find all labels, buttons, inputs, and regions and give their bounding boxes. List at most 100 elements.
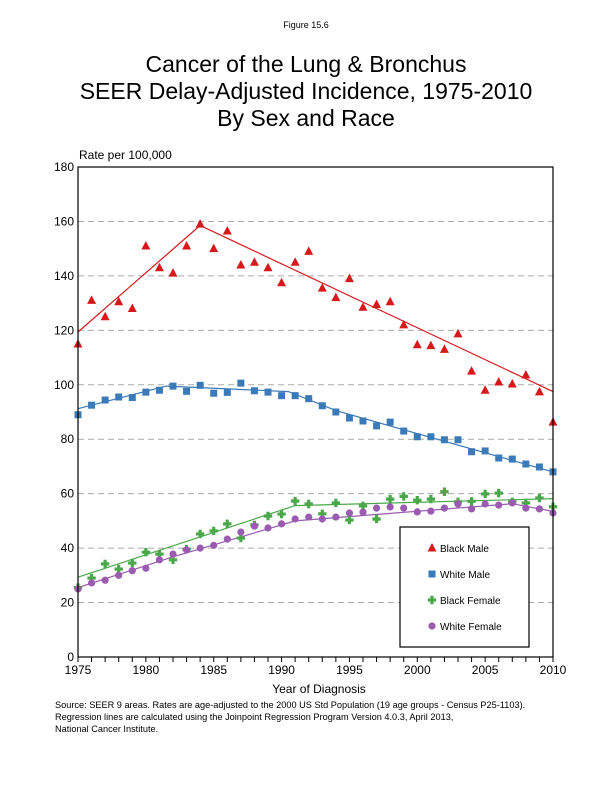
data-point-white-male <box>142 388 150 396</box>
data-point-white-male <box>454 436 462 444</box>
legend-label-white-female: White Female <box>440 622 502 633</box>
data-point-black-male <box>331 292 341 302</box>
data-point-black-female <box>263 511 273 521</box>
data-point-black-female <box>494 488 503 498</box>
x-axis: 1975 1980 1985 1990 1995 2000 2005 2010 <box>65 657 567 677</box>
data-point-black-female <box>87 573 96 583</box>
source-line-2: Regression lines are calculated using th… <box>55 712 454 722</box>
data-point-black-male <box>182 240 192 250</box>
data-point-black-male <box>494 377 504 386</box>
x-axis-label: Year of Diagnosis <box>272 682 366 696</box>
data-point-black-male <box>154 262 164 272</box>
data-point-white-male <box>427 433 435 441</box>
data-point-black-male <box>114 296 124 306</box>
data-point-white-male <box>155 386 163 394</box>
data-point-black-female <box>155 549 164 559</box>
data-point-black-male <box>453 328 463 338</box>
data-point-white-female <box>481 500 489 508</box>
data-point-white-female <box>155 556 164 564</box>
data-point-black-female <box>128 558 137 568</box>
data-point-black-female <box>223 519 232 529</box>
data-point-white-male <box>264 388 272 396</box>
chart-title-line-3: By Sex and Race <box>217 105 395 131</box>
data-point-white-male <box>413 433 421 441</box>
data-point-white-female <box>277 520 286 528</box>
data-point-white-male <box>468 448 476 456</box>
data-point-white-male <box>481 447 489 455</box>
data-point-white-male <box>237 379 245 387</box>
legend: Black Male White Male Black Female White Fe… <box>399 526 530 648</box>
data-point-white-male <box>223 388 231 396</box>
data-point-white-female <box>454 500 462 508</box>
data-point-black-male <box>467 366 477 375</box>
data-point-black-female <box>413 496 422 505</box>
data-point-black-male <box>399 319 409 329</box>
data-point-white-male <box>440 436 448 444</box>
data-point-black-male <box>372 299 382 308</box>
data-point-white-female <box>182 546 191 554</box>
data-point-black-female <box>168 555 178 565</box>
data-point-black-male <box>426 340 436 350</box>
data-point-white-female <box>440 504 449 512</box>
data-point-black-female <box>331 498 341 508</box>
data-point-black-female <box>372 514 381 524</box>
data-point-black-male <box>412 339 422 349</box>
data-point-white-female <box>237 528 245 536</box>
data-point-white-female <box>305 513 313 521</box>
y-tick-label: 160 <box>54 214 74 228</box>
legend-label-black-male: Black Male <box>440 544 489 555</box>
data-point-white-male <box>535 463 543 471</box>
plot-frame <box>77 166 554 658</box>
data-point-black-male <box>141 240 151 250</box>
y-tick-label: 40 <box>61 541 75 555</box>
data-point-white-female <box>210 541 218 549</box>
data-point-white-male <box>373 422 381 430</box>
data-point-white-male <box>522 460 530 468</box>
data-point-black-male <box>263 262 273 272</box>
chart-title-line-1: Cancer of the Lung & Bronchus <box>145 51 467 77</box>
data-point-white-male <box>359 417 367 425</box>
y-tick-label: 80 <box>61 432 75 446</box>
data-point-white-female <box>522 504 530 512</box>
data-point-black-male <box>249 257 259 266</box>
data-point-white-female <box>223 535 231 543</box>
data-point-white-female <box>250 522 259 530</box>
data-point-black-female <box>358 501 368 511</box>
data-point-white-female <box>386 503 394 511</box>
data-point-white-female <box>508 499 516 507</box>
legend-marker-white-female <box>428 622 436 630</box>
y-tick-label: 0 <box>67 650 74 664</box>
data-point-black-male <box>304 246 314 255</box>
data-point-white-female <box>427 507 435 515</box>
x-tick-label: 1990 <box>268 663 295 677</box>
data-point-black-male <box>385 296 395 306</box>
y-axis: 0 20 40 60 80 100 120 140 160 180 <box>54 160 74 664</box>
legend-box <box>399 526 530 648</box>
source-line-3: National Cancer Institute. <box>55 724 159 734</box>
data-point-white-female <box>413 508 421 516</box>
data-point-black-male <box>521 369 531 379</box>
data-point-black-male <box>480 385 490 394</box>
data-point-white-female <box>142 564 150 572</box>
data-point-black-male <box>127 303 137 313</box>
data-point-black-female <box>236 533 246 543</box>
data-point-white-female <box>318 515 326 523</box>
data-point-white-male <box>183 387 191 395</box>
source-note: Source: SEER 9 areas. Rates are age-adju… <box>55 699 525 735</box>
x-tick-label: 1995 <box>336 663 363 677</box>
data-point-black-female <box>141 547 151 557</box>
data-point-black-male <box>290 257 300 266</box>
x-tick-label: 1985 <box>200 663 227 677</box>
data-point-black-female <box>304 499 313 509</box>
data-point-white-male <box>128 394 136 402</box>
data-point-black-male <box>439 344 449 353</box>
data-point-white-male <box>210 389 218 397</box>
data-point-black-male <box>317 283 327 292</box>
x-tick-label: 2005 <box>472 663 499 677</box>
data-point-black-female <box>467 497 476 506</box>
data-point-white-female <box>101 576 109 584</box>
data-point-black-male <box>507 378 517 388</box>
figure-label: Figure 15.6 <box>283 20 329 30</box>
x-tick-label: 1975 <box>65 663 92 677</box>
data-point-black-female <box>480 489 490 499</box>
